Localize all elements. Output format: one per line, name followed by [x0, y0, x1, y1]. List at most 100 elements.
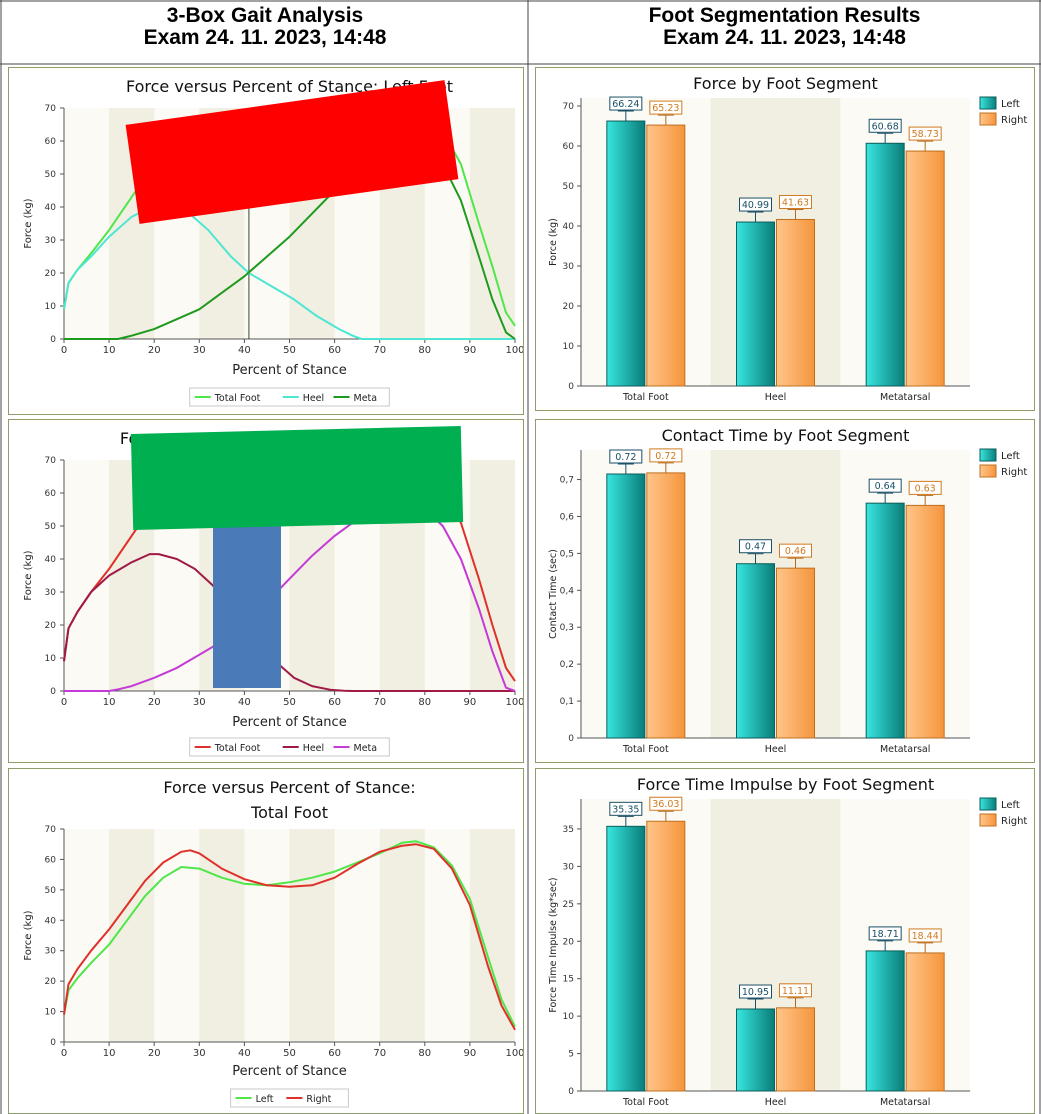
data-label: 65.23 [652, 103, 679, 114]
grid-band [469, 829, 515, 1042]
legend-label: Heel [303, 393, 324, 404]
force-by-segment-chart: Force by Foot Segment 0 10 20 30 40 50 60 70 Forc… [535, 67, 1035, 411]
category-label: Total Foot [622, 744, 669, 755]
data-label-box [649, 796, 683, 811]
data-label: 10.95 [742, 987, 769, 998]
y-tick-label: 20 [563, 302, 575, 312]
y-tick-label: 50 [45, 522, 57, 532]
x-axis-label: Percent of Stance [232, 363, 346, 378]
y-axis-label: Force (kg) [548, 218, 559, 266]
category-label: Metatarsal [880, 744, 930, 755]
right-foot-force-chart: Force versus Percent of Stance: Right Fo… [8, 419, 524, 763]
y-tick-label: 70 [45, 456, 57, 466]
y-tick-label: 30 [45, 588, 57, 598]
y-tick-label: 0,3 [560, 623, 574, 633]
y-tick-label: 10 [45, 1008, 57, 1018]
legend-label: Total Foot [214, 393, 261, 404]
chart-title: Force versus Percent of Stance: [163, 778, 415, 797]
data-label: 0.63 [915, 483, 936, 494]
y-tick-label: 60 [45, 489, 57, 499]
data-label: 18.44 [912, 931, 939, 942]
y-tick-label: 0,5 [560, 549, 574, 559]
y-axis-label: Force (kg) [23, 550, 34, 600]
data-label-box [779, 543, 812, 558]
x-tick-label: 30 [193, 1048, 206, 1059]
data-label-box [609, 96, 643, 111]
right-header: Foot Segmentation Results Exam 24. 11. 2… [529, 0, 1040, 64]
chart-title: Total Foot [250, 803, 328, 822]
grid-band [710, 450, 841, 738]
x-tick-label: 40 [238, 1048, 251, 1059]
legend-label: Total Foot [214, 743, 261, 754]
x-tick-label: 60 [328, 345, 341, 356]
x-tick-label: 60 [328, 697, 341, 708]
y-tick-label: 50 [563, 182, 575, 192]
y-tick-label: 15 [563, 975, 574, 985]
contact-time-svg: Contact Time by Foot Segment 0 0,1 0,2 0,3 0,… [548, 426, 1027, 755]
data-label-box [609, 801, 643, 816]
bar-left [606, 825, 646, 1092]
y-tick-label: 10 [563, 1012, 575, 1022]
legend-label: Right [306, 1094, 331, 1105]
legend-label: Left [1001, 99, 1020, 110]
data-label-box [649, 448, 683, 463]
y-tick-label: 0 [50, 687, 56, 697]
category-label: Total Foot [622, 392, 669, 403]
data-label-box [739, 539, 772, 554]
data-label-box [779, 194, 812, 209]
x-tick-label: 50 [283, 345, 296, 356]
legend-label: Left [1001, 451, 1020, 462]
y-tick-label: 40 [45, 916, 57, 926]
legend-swatch [979, 797, 997, 811]
right-header-exam: Exam 24. 11. 2023, 14:48 [663, 26, 906, 49]
y-tick-label: 5 [568, 1050, 574, 1060]
y-tick-label: 0 [50, 1038, 56, 1048]
y-tick-label: 30 [45, 947, 57, 957]
legend-swatch [979, 96, 997, 110]
chart-title: Force Time Impulse by Foot Segment [637, 775, 934, 794]
left-header-title: 3-Box Gait Analysis [166, 4, 364, 27]
x-tick-label: 0 [61, 697, 67, 708]
left-header: 3-Box Gait Analysis Exam 24. 11. 2023, 1… [2, 0, 528, 64]
y-tick-label: 25 [563, 900, 574, 910]
series-line-left [63, 840, 516, 1028]
x-tick-label: 10 [103, 345, 116, 356]
legend-label: Right [1001, 115, 1027, 126]
y-tick-label: 10 [45, 654, 57, 664]
x-tick-label: 50 [283, 697, 296, 708]
y-tick-label: 40 [45, 555, 57, 565]
legend-label: Right [1001, 467, 1027, 478]
legend-swatch [979, 813, 997, 827]
data-label: 35.35 [612, 804, 639, 815]
data-label-box [739, 984, 772, 999]
redaction-blue [213, 512, 281, 688]
legend-label: Left [256, 1094, 274, 1105]
data-label-box [609, 449, 643, 464]
x-tick-label: 80 [418, 697, 431, 708]
x-tick-label: 10 [103, 697, 116, 708]
impulse-svg: Force Time Impulse by Foot Segment 0 5 10 15… [548, 775, 1027, 1108]
x-tick-label: 50 [283, 1048, 296, 1059]
total-foot-force-chart: Force versus Percent of Stance: Total Foo… [8, 768, 524, 1114]
y-tick-label: 0,4 [560, 586, 575, 596]
bar-left [606, 120, 646, 387]
chart-title: Contact Time by Foot Segment [662, 426, 910, 445]
category-label: Heel [765, 1097, 786, 1108]
data-label-box [908, 480, 942, 495]
data-label-box [908, 126, 942, 141]
data-label: 58.73 [912, 129, 939, 140]
data-label: 60.68 [872, 121, 899, 132]
data-label: 0.46 [785, 546, 806, 557]
series-line-heel [63, 202, 515, 340]
data-label: 0.64 [875, 481, 896, 492]
x-tick-label: 70 [373, 1048, 386, 1059]
y-tick-label: 0,2 [560, 660, 574, 670]
force-by-segment-svg: Force by Foot Segment 0 10 20 30 40 50 60 70 Forc… [548, 74, 1027, 403]
x-tick-label: 80 [418, 1048, 431, 1059]
y-tick-label: 70 [45, 104, 57, 114]
legend-label: Right [1001, 816, 1027, 827]
x-tick-label: 0 [61, 345, 67, 356]
x-tick-label: 100 [505, 1048, 523, 1059]
redaction-green [130, 425, 464, 531]
legend-swatch [979, 448, 997, 462]
